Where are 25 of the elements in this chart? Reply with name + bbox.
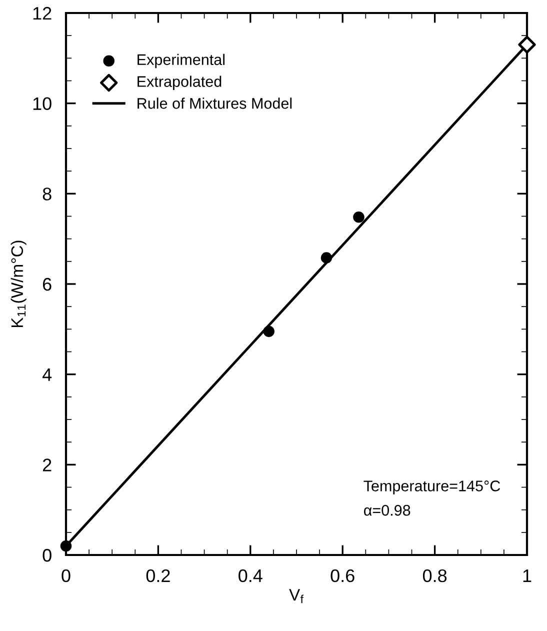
y-tick-label: 0	[42, 548, 52, 562]
point	[60, 540, 72, 552]
point	[263, 326, 274, 338]
x-tick-label: 0.6	[330, 569, 354, 582]
y-tick-label: 8	[42, 188, 52, 200]
y-tick-label: 6	[42, 278, 52, 291]
x-tick-label: 1	[523, 570, 532, 582]
annotation: α=0.98	[364, 504, 410, 516]
point	[353, 212, 364, 223]
annotation: Temperature=145°C	[364, 480, 500, 494]
y-tick-label: 4	[42, 368, 52, 381]
y-tick-label: 10	[33, 97, 52, 110]
point	[320, 252, 332, 264]
legend-label: Experimental	[138, 54, 224, 68]
x-tick-label: 0.4	[238, 569, 262, 582]
x-axis-title: V$_{f}$	[289, 589, 304, 604]
point	[518, 36, 536, 54]
x-tick-label: 0.8	[422, 569, 447, 582]
x-tick-label: 0	[62, 569, 70, 582]
x-tick-label: 0.2	[146, 569, 170, 582]
legend-label: Extrapolated	[138, 76, 222, 90]
legend-label: Rule of Mixtures Model	[138, 98, 292, 109]
y-tick-label: 2	[42, 458, 52, 472]
y-axis-title: K$_{11}$(W/m°C)	[10, 240, 26, 328]
y-tick-label: 12	[33, 6, 52, 20]
